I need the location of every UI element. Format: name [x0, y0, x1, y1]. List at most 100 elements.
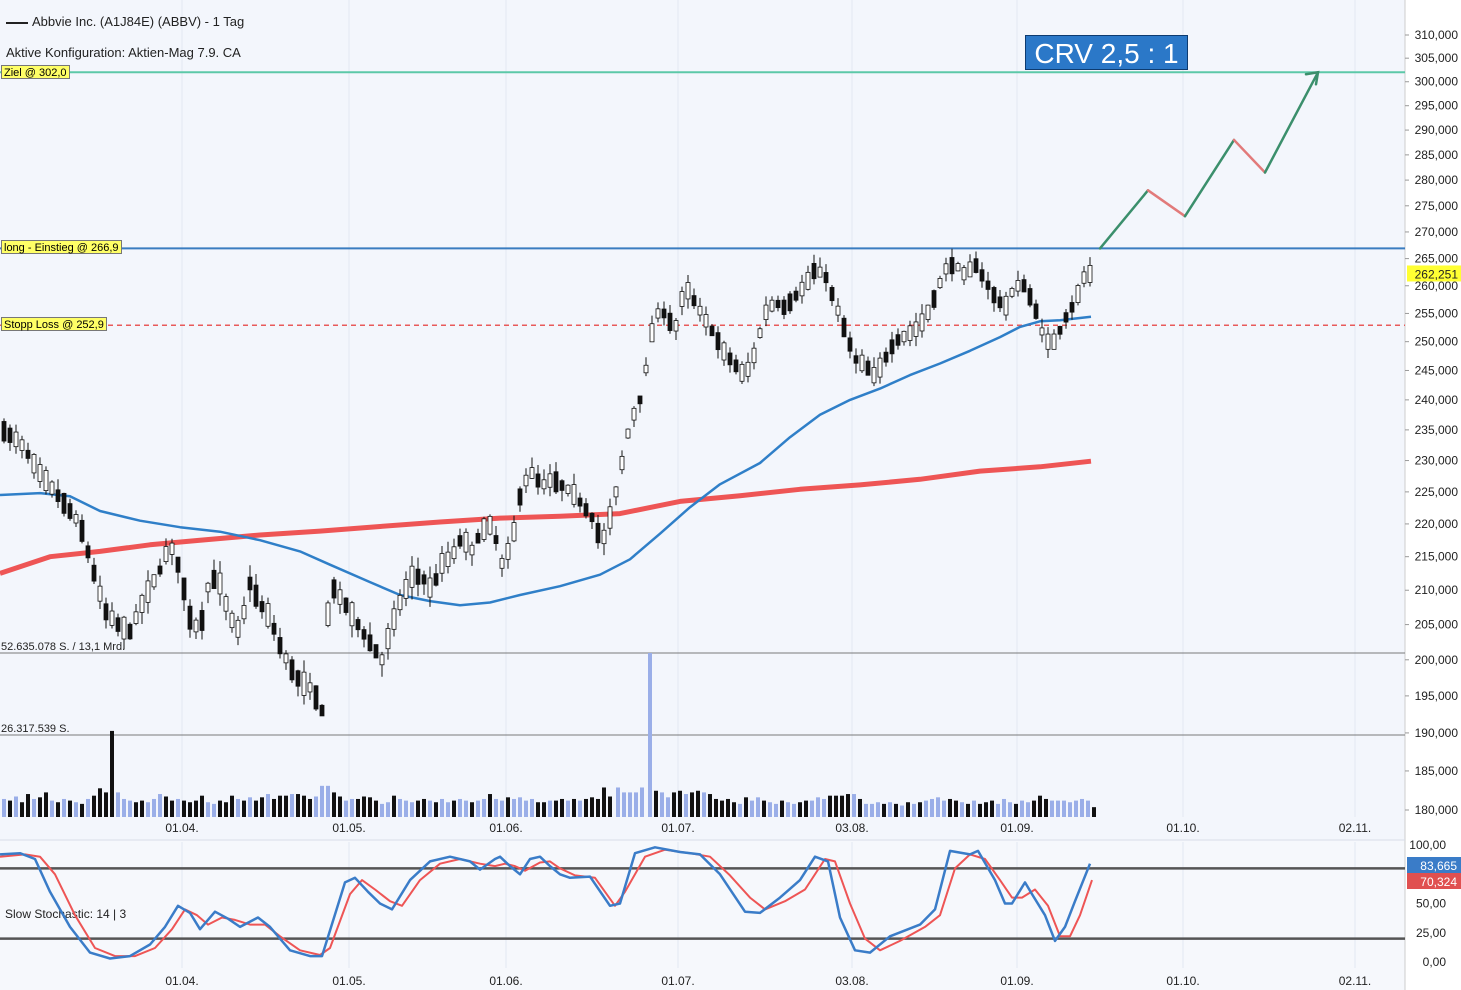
candle-body [673, 320, 679, 332]
volume-bar [608, 796, 612, 817]
volume-bar [572, 798, 576, 817]
last-price-badge [1407, 265, 1461, 282]
stoch-axis-tick-label: 50,00 [1416, 897, 1446, 911]
volume-bar [254, 800, 258, 817]
volume-bar [380, 803, 384, 817]
volume-bar [822, 798, 826, 817]
entry-label[interactable]: long - Einstieg @ 266,9 [1, 240, 122, 254]
volume-bar [38, 797, 42, 817]
volume-bar [104, 792, 108, 817]
volume-bar [500, 800, 504, 817]
candle-body [487, 515, 493, 535]
candle-body [577, 497, 583, 507]
volume-max-label: 52.635.078 S. / 13,1 Mrd. [1, 641, 125, 653]
price-axis-tick-label: 200,000 [1415, 653, 1459, 667]
stoch-x-axis-tick-label: 01.05. [332, 974, 365, 988]
target-label[interactable]: Ziel @ 302,0 [1, 65, 70, 79]
candle-body [211, 569, 217, 589]
volume-bar [398, 798, 402, 817]
price-axis-tick-label: 245,000 [1415, 363, 1459, 377]
price-axis-tick-label: 285,000 [1415, 148, 1459, 162]
candle-body [121, 616, 127, 640]
volume-bar [122, 798, 126, 817]
active-config: Aktive Konfiguration: Aktien-Mag 7.9. CA [6, 45, 241, 60]
price-axis-tick-label: 275,000 [1415, 199, 1459, 213]
stoch-panel-bg [0, 840, 1405, 990]
volume-bar [362, 796, 366, 817]
candle-body [205, 582, 211, 593]
volume-bar [750, 800, 754, 817]
x-axis-tick-label: 02.11. [1339, 821, 1371, 835]
volume-bar [1080, 798, 1084, 817]
volume-bar [554, 800, 558, 817]
candle-body [127, 623, 133, 640]
candle-body [97, 585, 103, 602]
candle-body [667, 312, 673, 331]
volume-bar [696, 790, 700, 817]
volume-bar [858, 798, 862, 817]
candle-body [445, 551, 451, 567]
candle-body [1003, 295, 1009, 316]
projection-arrow-head [1304, 70, 1320, 86]
volume-bar [110, 730, 114, 817]
volume-bar [44, 792, 48, 817]
volume-bar [284, 795, 288, 817]
candle-body [451, 546, 457, 560]
candle-body [463, 531, 469, 553]
candle-body [865, 360, 871, 376]
volume-bar [846, 794, 850, 817]
volume-bar [542, 802, 546, 817]
volume-bar [512, 798, 516, 817]
price-axis-tick-label: 310,000 [1415, 28, 1459, 42]
candle-body [637, 395, 643, 405]
candle-body [1045, 333, 1051, 350]
price-axis-tick-label: 260,000 [1415, 279, 1459, 293]
volume-bar [1032, 800, 1036, 817]
candle-body [313, 685, 319, 710]
volume-bar [1056, 800, 1060, 817]
volume-bar [338, 796, 342, 817]
candle-body [361, 629, 367, 640]
stop-loss-label[interactable]: Stopp Loss @ 252,9 [1, 317, 107, 331]
volume-bar [954, 800, 958, 817]
candle-body [583, 503, 589, 517]
x-axis-tick-label: 01.06. [489, 821, 522, 835]
volume-bar [972, 800, 976, 817]
volume-bar [596, 798, 600, 817]
volume-bar [116, 792, 120, 817]
candle-body [115, 617, 121, 632]
candle-body [1063, 312, 1069, 323]
price-axis-tick-label: 205,000 [1415, 618, 1459, 632]
candle-body [727, 352, 733, 366]
candle-body [1015, 280, 1021, 292]
candle-body [937, 278, 943, 289]
volume-bar [32, 798, 36, 817]
volume-bar [622, 792, 626, 817]
candle-body [349, 602, 355, 627]
candle-body [793, 290, 799, 301]
volume-bar [1044, 798, 1048, 817]
volume-bar [410, 802, 414, 817]
volume-bar [1086, 800, 1090, 817]
volume-bar [296, 794, 300, 817]
candle-body [1087, 265, 1093, 283]
volume-bar [206, 802, 210, 817]
volume-bar [584, 798, 588, 817]
volume-bar [990, 800, 994, 817]
candle-body [949, 257, 955, 275]
candle-body [925, 304, 931, 320]
candle-body [1, 421, 7, 442]
candle-body [151, 574, 157, 588]
volume-bar [416, 800, 420, 817]
candle-body [385, 628, 391, 650]
volume-bar [374, 800, 378, 817]
candle-body [841, 317, 847, 338]
volume-bar [188, 802, 192, 817]
volume-bar [8, 800, 12, 817]
volume-bar [756, 797, 760, 817]
candle-body [379, 654, 385, 666]
candle-body [373, 644, 379, 659]
candle-body [649, 323, 655, 343]
volume-bar [888, 802, 892, 817]
candle-body [511, 522, 517, 542]
